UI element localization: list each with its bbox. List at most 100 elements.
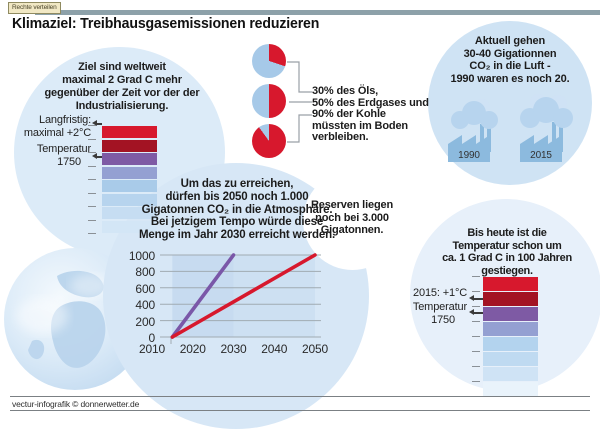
scale-tick: [88, 219, 96, 221]
today-scale-label-2015: 2015: +1°C: [413, 287, 467, 299]
temperature-stripe: [483, 322, 538, 336]
scale-tick: [88, 206, 96, 207]
series-line-1: [170, 253, 317, 339]
scale-tick: [472, 321, 480, 322]
scale-tick: [88, 192, 96, 194]
temperature-stripe: [483, 307, 538, 321]
temperature-stripe: [483, 292, 538, 306]
current-text-line: 1990 waren es noch 20.: [450, 72, 570, 85]
goal-text-line: Industrialisierung.: [75, 100, 169, 112]
current-text-line: CO₂ in die Luft -: [469, 60, 551, 72]
pie-caption-line: müssten im Boden: [312, 119, 409, 132]
pie-chart-coal: [252, 124, 286, 158]
today-text-line: Bis heute ist die: [467, 227, 547, 239]
goal-text-line: gegenüber der Zeit vor der der: [44, 87, 200, 99]
temperature-stripe: [483, 277, 538, 291]
temperature-stripe: [102, 139, 157, 152]
current-text-line: 30-40 Gigationnen: [463, 47, 557, 60]
credit-text: vectur-infografik © donnerwetter.de: [12, 398, 140, 409]
continent-south-america: [28, 339, 45, 360]
current-text-line: Aktuell gehen: [474, 35, 546, 47]
today-text-line: Temperatur schon um: [452, 239, 562, 252]
x-axis-label: 2050: [301, 342, 329, 356]
budget-text-line: Um das zu erreichen,: [180, 178, 294, 190]
pointer-arrow-icon: [469, 295, 483, 301]
y-axis-label: 1000: [128, 249, 155, 263]
scale-tick: [472, 351, 480, 352]
pie-chart-gas: [252, 84, 286, 118]
connector-line: [287, 61, 312, 93]
reserves-text-line: Reserven liegen: [310, 199, 394, 211]
budget-text: Um das zu erreichen, dürfen bis 2050 noc…: [112, 178, 362, 242]
cloud-mist: [70, 274, 110, 298]
pointer-arrow-icon: [92, 120, 102, 126]
pointer-arrow-icon: [469, 309, 483, 315]
scale-tick: [472, 276, 480, 277]
scale-tick: [472, 366, 480, 367]
scale-tick: [88, 138, 96, 140]
temperature-stripe: [483, 352, 538, 366]
budget-text-line: Menge im Jahr 2030 erreicht werden.: [138, 229, 336, 242]
current-emissions-text: Aktuell gehen 30-40 Gigationnen CO₂ in d…: [438, 35, 582, 85]
reserves-text-line: Gigatonnen.: [320, 224, 384, 236]
temperature-stripe: [102, 193, 157, 206]
today-temperature-scale: [483, 277, 538, 397]
pie-caption-line: 30% des Öls,: [312, 85, 379, 97]
goal-scale-label-1750: 1750: [57, 156, 81, 168]
goal-scale-label-max2c: maximal +2°C: [23, 127, 91, 139]
co2-budget-line-chart: 0 200 400 600 800 1000 2010 2020 2030 2040 2050: [118, 248, 333, 360]
earth-globe-illustration: [4, 248, 146, 390]
factory-year-label: 1990: [458, 150, 480, 161]
scale-tick: [88, 152, 96, 153]
today-scale-label-temperatur: Temperatur: [412, 301, 467, 313]
temperature-stripe: [102, 220, 157, 233]
today-text-line: gestiegen.: [481, 264, 533, 277]
y-axis-label: 400: [135, 298, 155, 313]
goal-text: Ziel sind weltweit maximal 2 Grad C mehr…: [28, 61, 216, 113]
scale-tick: [472, 306, 480, 307]
pie-caption: 30% des Öls, 50% des Erdgases und 90% de…: [312, 85, 434, 144]
rights-badge[interactable]: Rechte verteilen: [8, 2, 61, 14]
goal-scale-label-temperatur: Temperatur: [36, 143, 91, 155]
budget-text-line: dürfen bis 2050 noch 1.000: [165, 190, 309, 203]
smoke-cloud-icon: [480, 111, 498, 129]
reserves-text-line: noch bei 3.000: [315, 211, 389, 224]
goal-temperature-scale: [102, 126, 157, 234]
factory-building: [520, 135, 562, 162]
scale-tick: [88, 179, 96, 180]
y-axis-label: 200: [135, 314, 155, 329]
pointer-arrow-icon: [92, 153, 102, 159]
goal-text-line: Ziel sind weltweit: [78, 61, 166, 73]
budget-chart-canvas: [160, 253, 321, 344]
smoke-cloud-icon: [553, 108, 573, 128]
factory-year-label: 2015: [530, 150, 552, 161]
pie-caption-line: verbleiben.: [312, 131, 369, 143]
reserves-text: Reserven liegen noch bei 3.000 Gigatonne…: [302, 199, 402, 237]
factories-illustration: 1990 2015: [448, 94, 573, 162]
temperature-stripe: [102, 207, 157, 219]
temperature-stripe: [102, 126, 157, 138]
chimney: [480, 124, 484, 152]
pie-connector-lines: [287, 61, 312, 143]
budget-text-line: Gigatonnen CO₂ in die Atmosphäre.: [141, 203, 333, 216]
top-bar: [35, 10, 600, 15]
temperature-stripe: [483, 337, 538, 351]
today-text-line: ca. 1 Grad C in 100 Jahren: [442, 252, 572, 264]
y-axis-label: 0: [148, 331, 155, 345]
footer-rule-bottom: [10, 410, 590, 412]
scale-tick: [88, 165, 96, 167]
reserves-circle: [303, 171, 402, 270]
scale-tick: [88, 125, 96, 126]
pie-caption-line: 50% des Erdgases und: [312, 96, 429, 109]
smoke-cloud-icon: [462, 101, 486, 125]
scale-tick: [472, 336, 480, 337]
today-scale-label-1750: 1750: [431, 314, 455, 326]
budget-text-line: Bei jetzigem Tempo würde diese: [150, 216, 324, 229]
goal-scale-label-langfristig: Langfristig:: [38, 114, 91, 126]
page-title: Klimaziel: Treibhausgasemissionen reduzi…: [12, 15, 320, 32]
y-axis-label: 800: [135, 265, 155, 280]
scale-tick: [88, 233, 96, 234]
x-axis-label: 2040: [261, 342, 288, 356]
footer-rule-top: [10, 396, 590, 398]
pie-caption-line: 90% der Kohle: [312, 108, 386, 120]
